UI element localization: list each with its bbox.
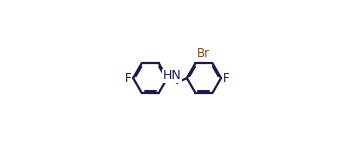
Text: HN: HN bbox=[163, 69, 182, 82]
Text: F: F bbox=[223, 72, 229, 85]
Text: Br: Br bbox=[196, 47, 210, 60]
Text: F: F bbox=[125, 72, 131, 85]
